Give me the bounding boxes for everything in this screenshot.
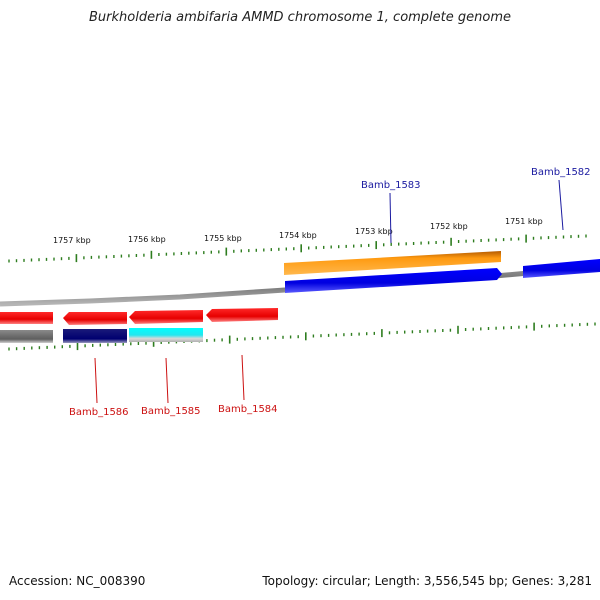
kbp-scale-labels: 1757 kbp 1756 kbp 1755 kbp 1754 kbp 1753… [53, 217, 543, 245]
kbp-label: 1756 kbp [128, 235, 166, 244]
genome-summary-footer: Topology: circular; Length: 3,556,545 bp… [262, 574, 592, 588]
gene-label-bamb-1582[interactable]: Bamb_1582 [531, 167, 591, 178]
leader-bamb-1582 [558, 179, 564, 231]
kbp-label: 1755 kbp [204, 234, 242, 243]
gene-arrow-forward-blue[interactable] [285, 268, 502, 293]
label-leaders [94, 179, 564, 404]
forward-strand-genes [284, 251, 600, 293]
gene-arrow-bamb-1584[interactable] [206, 308, 278, 322]
category-bar-gray [0, 330, 53, 343]
leader-bamb-1583 [389, 192, 392, 244]
gene-label-bamb-1584[interactable]: Bamb_1584 [218, 404, 278, 415]
gene-arrow-bamb-1582[interactable] [523, 259, 600, 278]
genome-title: Burkholderia ambifaria AMMD chromosome 1… [88, 10, 512, 25]
kbp-label: 1752 kbp [430, 222, 468, 231]
accession-footer: Accession: NC_008390 [9, 574, 146, 588]
gene-arrow-reverse-red-edge[interactable] [0, 312, 53, 324]
reverse-category-bars [0, 328, 203, 343]
leader-bamb-1585 [165, 357, 169, 404]
gene-label-bamb-1586[interactable]: Bamb_1586 [69, 407, 129, 418]
gene-arrow-bamb-1586[interactable] [63, 312, 127, 325]
gene-arrow-bamb-1583[interactable] [284, 251, 501, 275]
category-bar-navy [63, 329, 127, 343]
gene-labels: Bamb_1583 Bamb_1582 Bamb_1586 Bamb_1585 … [69, 167, 591, 418]
gene-label-bamb-1585[interactable]: Bamb_1585 [141, 406, 201, 417]
leader-bamb-1586 [94, 357, 98, 404]
kbp-label: 1751 kbp [505, 217, 543, 226]
leader-bamb-1584 [241, 354, 245, 401]
gene-arrow-bamb-1585[interactable] [129, 310, 203, 324]
reverse-strand-genes [0, 308, 278, 325]
kbp-label: 1754 kbp [279, 231, 317, 240]
category-bar-cyan [129, 328, 203, 342]
gene-label-bamb-1583[interactable]: Bamb_1583 [361, 180, 421, 191]
kbp-label: 1753 kbp [355, 227, 393, 236]
kbp-label: 1757 kbp [53, 236, 91, 245]
upper-scale-ticks [8, 234, 587, 263]
